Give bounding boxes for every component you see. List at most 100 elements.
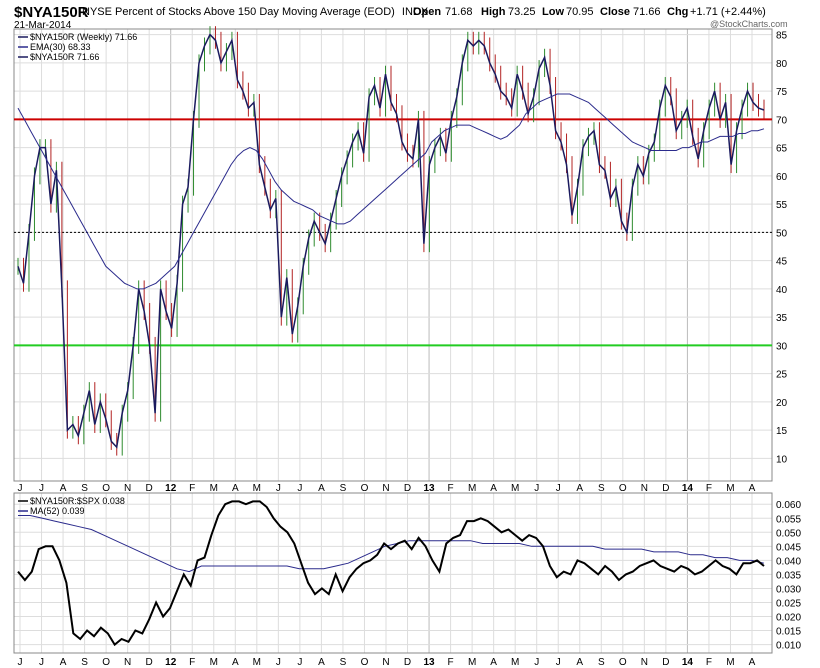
x-tick-label: O	[619, 483, 627, 494]
close-label: Close	[600, 6, 630, 18]
ratio-line	[17, 500, 765, 647]
x-tick-label: A	[318, 483, 325, 494]
y-tick-label: 0.010	[776, 641, 801, 652]
top-y-axis: 10 15 20 25 30 35 40 45 50 55 60 65 70 75 80 85	[776, 31, 788, 466]
y-tick-label: 25	[776, 370, 788, 381]
x-tick-label: S	[598, 483, 605, 494]
y-tick-label: 60	[776, 172, 788, 183]
bottom-panel-grid	[14, 493, 772, 653]
y-tick-label: 0.060	[776, 500, 801, 511]
x-tick-label: F	[706, 657, 712, 668]
open-label: Open	[413, 6, 441, 18]
x-tick-label: 13	[423, 483, 435, 494]
y-tick-label: 0.030	[776, 584, 801, 595]
ema-line	[17, 93, 765, 290]
y-tick-label: 0.035	[776, 570, 801, 581]
x-tick-label: M	[511, 483, 519, 494]
x-tick-label: A	[232, 483, 239, 494]
open-value: 71.68	[445, 6, 473, 18]
y-tick-label: 0.050	[776, 528, 801, 539]
x-tick-label: A	[60, 483, 67, 494]
low-label: Low	[542, 6, 564, 18]
x-tick-label: A	[749, 483, 756, 494]
y-tick-label: 85	[776, 31, 788, 42]
x-tick-label: O	[361, 483, 369, 494]
x-tick-label: S	[340, 483, 347, 494]
chart-date: 21-Mar-2014	[14, 20, 72, 31]
exchange-text: INDX	[402, 6, 429, 18]
ohlc-readout: Open 71.68 High 73.25 Low 70.95 Close 71…	[413, 6, 766, 18]
top-panel-series	[14, 26, 772, 456]
x-tick-label: J	[556, 483, 561, 494]
x-tick-label: F	[189, 657, 195, 668]
x-tick-label: M	[210, 483, 218, 494]
x-tick-label: N	[382, 483, 389, 494]
x-tick-label: M	[726, 483, 734, 494]
x-tick-label: N	[382, 657, 389, 668]
bottom-panel-frame	[13, 492, 773, 654]
x-tick-label: N	[124, 483, 131, 494]
x-tick-label: N	[641, 657, 648, 668]
x-tick-label: A	[318, 657, 325, 668]
x-tick-label: M	[468, 657, 476, 668]
legend-label: $NYA150R (Weekly) 71.66	[30, 32, 137, 42]
x-tick-label: O	[619, 657, 627, 668]
x-tick-label: F	[448, 657, 454, 668]
bottom-panel-series	[17, 500, 765, 647]
x-tick-label: 14	[682, 657, 694, 668]
x-tick-label: M	[511, 657, 519, 668]
y-tick-label: 75	[776, 87, 788, 98]
x-tick-label: M	[468, 483, 476, 494]
x-tick-label: A	[60, 657, 67, 668]
x-tick-label: N	[641, 483, 648, 494]
high-label: High	[481, 6, 506, 18]
chart-symbol: $NYA150R	[14, 4, 89, 21]
x-tick-label: F	[448, 483, 454, 494]
x-tick-label: J	[534, 657, 539, 668]
y-tick-label: 50	[776, 228, 788, 239]
x-tick-label: M	[253, 657, 261, 668]
x-tick-label: N	[124, 657, 131, 668]
y-tick-label: 30	[776, 341, 788, 352]
y-tick-label: 0.040	[776, 556, 801, 567]
legend-label: EMA(30) 68.33	[30, 42, 91, 52]
y-tick-label: 80	[776, 59, 788, 70]
x-tick-label: J	[18, 483, 23, 494]
y-tick-label: 35	[776, 313, 788, 324]
chg-label: Chg	[667, 6, 688, 18]
x-tick-label: O	[102, 483, 110, 494]
x-tick-label: D	[662, 657, 669, 668]
y-tick-label: 10	[776, 454, 788, 465]
y-tick-label: 0.055	[776, 514, 801, 525]
x-tick-label: M	[726, 657, 734, 668]
x-tick-label: 13	[423, 657, 435, 668]
x-tick-label: A	[749, 657, 756, 668]
legend-label: MA(52) 0.039	[30, 506, 85, 516]
watermark: @StockCharts.com	[710, 19, 788, 29]
x-tick-label: 12	[165, 483, 177, 494]
x-tick-label: S	[340, 657, 347, 668]
y-tick-label: 65	[776, 144, 788, 155]
x-tick-label: J	[297, 657, 302, 668]
y-tick-label: 0.020	[776, 613, 801, 624]
x-tick-label: M	[253, 483, 261, 494]
y-tick-label: 0.025	[776, 598, 801, 609]
y-tick-label: 70	[776, 115, 788, 126]
y-tick-label: 55	[776, 200, 788, 211]
description-text: NYSE Percent of Stocks Above 150 Day Mov…	[82, 6, 395, 18]
x-tick-label: D	[146, 483, 153, 494]
chart-description: NYSE Percent of Stocks Above 150 Day Mov…	[82, 6, 429, 18]
x-tick-label: J	[18, 657, 23, 668]
x-tick-label: A	[576, 483, 583, 494]
x-tick-label: J	[556, 657, 561, 668]
y-tick-label: 45	[776, 257, 788, 268]
x-tick-label: A	[576, 657, 583, 668]
x-tick-label: 12	[165, 657, 177, 668]
x-tick-label: O	[102, 657, 110, 668]
x-tick-label: J	[297, 483, 302, 494]
top-x-axis: J J A S O N D 12 F M A M J J A S O N D 13 F M A M J J A S O N D 14 F M A	[18, 483, 756, 494]
y-tick-label: 0.015	[776, 627, 801, 638]
x-tick-label: D	[404, 483, 411, 494]
y-tick-label: 0.045	[776, 542, 801, 553]
